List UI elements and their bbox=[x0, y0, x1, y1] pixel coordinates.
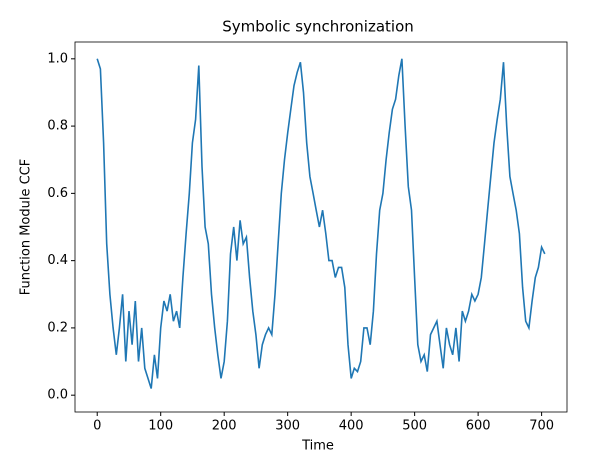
y-tick-label: 0.6 bbox=[47, 186, 68, 201]
x-tick-label: 500 bbox=[402, 419, 427, 434]
chart-title: Symbolic synchronization bbox=[222, 18, 414, 36]
y-tick-label: 0.0 bbox=[47, 388, 68, 403]
x-tick-label: 0 bbox=[93, 419, 101, 434]
x-tick-label: 200 bbox=[212, 419, 237, 434]
x-tick-label: 600 bbox=[466, 419, 491, 434]
x-tick-label: 700 bbox=[529, 419, 554, 434]
x-tick-label: 400 bbox=[339, 419, 364, 434]
y-tick-label: 0.4 bbox=[47, 253, 68, 268]
y-axis-label: Function Module CCF bbox=[19, 159, 34, 295]
y-tick-label: 1.0 bbox=[47, 51, 68, 66]
x-axis-label: Time bbox=[301, 439, 334, 454]
plot-frame bbox=[74, 41, 568, 413]
y-tick-label: 0.8 bbox=[47, 119, 68, 134]
y-tick-label: 0.2 bbox=[47, 320, 68, 335]
x-tick-label: 300 bbox=[275, 419, 300, 434]
data-line bbox=[96, 58, 546, 389]
x-tick-label: 100 bbox=[148, 419, 173, 434]
